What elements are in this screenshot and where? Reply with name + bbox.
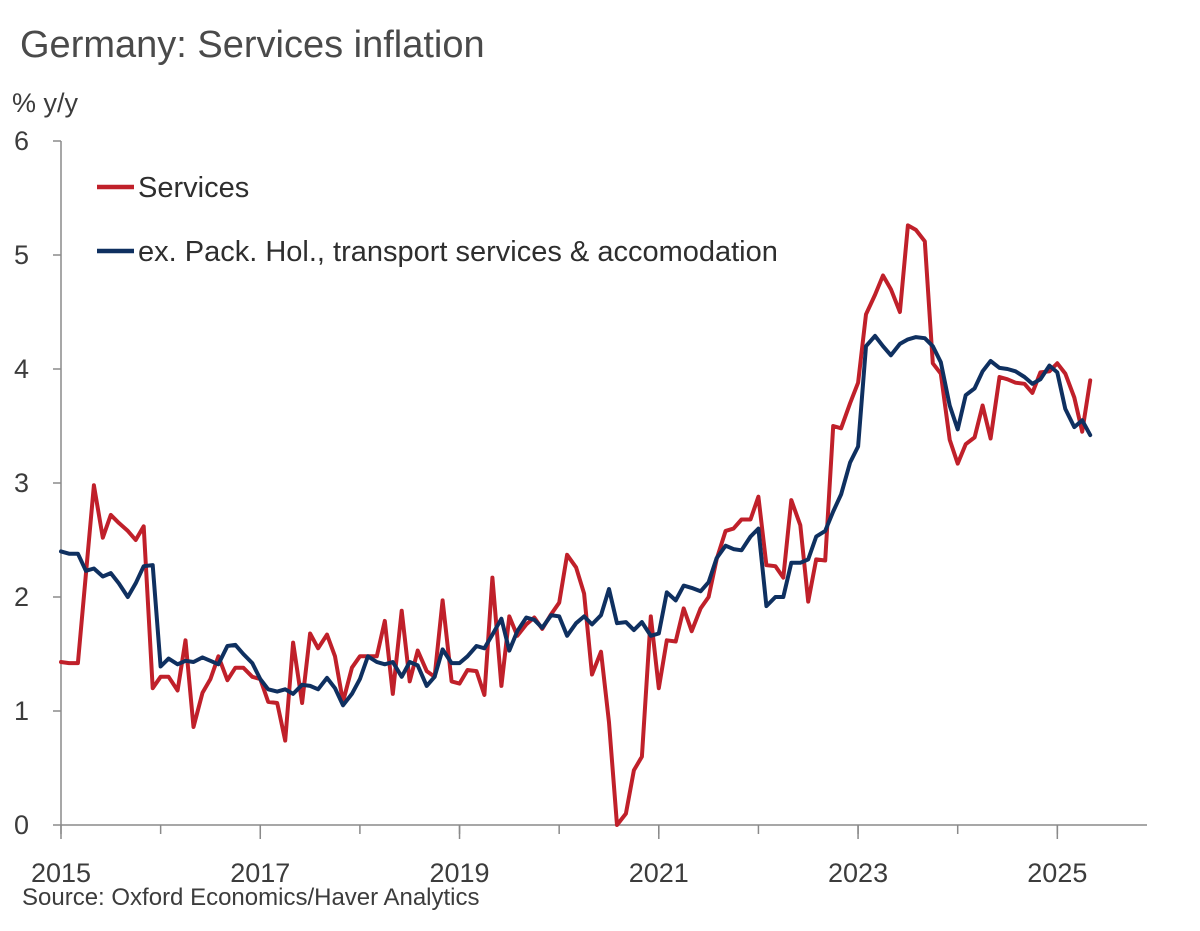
chart-title: Germany: Services inflation <box>20 24 485 66</box>
y-axis-label: % y/y <box>12 88 79 118</box>
y-tick-label: 0 <box>14 810 29 840</box>
series-services-line <box>59 223 1093 827</box>
x-tick-label: 2025 <box>1027 858 1087 888</box>
y-tick-label: 1 <box>14 696 29 726</box>
x-axis-ticks: 2015 2017 2019 2021 2023 2025 <box>31 825 1087 888</box>
y-axis-ticks: 0 1 2 3 4 5 6 <box>14 126 61 840</box>
y-tick-label: 2 <box>14 582 29 612</box>
y-tick-label: 5 <box>14 240 29 270</box>
y-tick-label: 6 <box>14 126 29 156</box>
series-ex-pack-hol-line <box>59 333 1093 708</box>
source-note: Source: Oxford Economics/Haver Analytics <box>22 884 480 911</box>
x-tick-label: 2015 <box>31 858 91 888</box>
x-tick-label: 2019 <box>429 858 489 888</box>
x-tick-label: 2023 <box>828 858 888 888</box>
series-layer <box>59 223 1093 827</box>
legend: Services ex. Pack. Hol., transport servic… <box>97 172 778 268</box>
y-tick-label: 3 <box>14 468 29 498</box>
x-tick-label: 2021 <box>629 858 689 888</box>
y-tick-label: 4 <box>14 354 29 384</box>
x-tick-label: 2017 <box>230 858 290 888</box>
legend-label-ex-pack-hol: ex. Pack. Hol., transport services & acc… <box>138 236 778 268</box>
legend-label-services: Services <box>138 172 249 204</box>
